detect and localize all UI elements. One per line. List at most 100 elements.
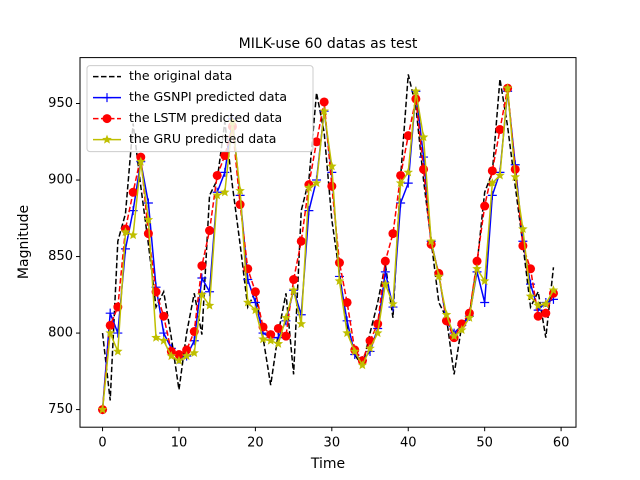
marker — [525, 291, 536, 301]
marker — [388, 299, 398, 309]
marker — [502, 83, 513, 93]
marker — [396, 198, 406, 208]
marker — [113, 346, 123, 356]
marker — [319, 97, 329, 107]
legend-box — [86, 65, 314, 153]
legend-marker — [102, 134, 112, 144]
marker — [265, 335, 276, 345]
marker — [128, 187, 138, 197]
marker — [403, 167, 413, 177]
marker — [480, 297, 490, 307]
marker — [174, 350, 184, 360]
marker — [418, 132, 429, 142]
marker — [212, 190, 222, 200]
marker — [182, 345, 192, 355]
marker — [495, 170, 505, 180]
x-axis-label: Time — [310, 456, 345, 472]
marker — [159, 311, 169, 321]
marker — [258, 334, 268, 344]
marker — [456, 325, 467, 335]
marker — [403, 131, 413, 141]
x-tick-label: 20 — [247, 436, 264, 451]
marker — [97, 404, 108, 414]
marker — [449, 331, 459, 341]
marker — [365, 343, 375, 353]
legend-label: the LSTM predicted data — [129, 110, 282, 125]
marker — [311, 178, 322, 188]
marker — [181, 351, 192, 361]
marker — [342, 297, 352, 307]
marker — [212, 170, 222, 180]
marker — [472, 256, 482, 266]
marker — [426, 236, 436, 246]
marker — [495, 125, 505, 135]
marker — [113, 328, 123, 338]
marker — [128, 230, 138, 240]
marker — [197, 261, 207, 271]
marker — [396, 170, 406, 180]
marker — [319, 106, 329, 116]
marker — [464, 312, 475, 322]
marker — [174, 355, 184, 365]
plot-frame — [79, 57, 577, 428]
marker — [388, 229, 398, 239]
marker — [220, 167, 230, 177]
x-tick-label: 0 — [98, 436, 106, 451]
marker — [434, 271, 444, 281]
marker — [143, 198, 153, 208]
y-axis-label: Magnitude — [16, 205, 32, 279]
marker — [403, 178, 413, 188]
marker — [281, 331, 291, 341]
marker — [487, 178, 498, 188]
marker — [296, 236, 306, 246]
marker — [105, 320, 115, 330]
marker — [518, 241, 528, 251]
marker — [411, 86, 421, 96]
legend-label: the original data — [129, 68, 232, 83]
marker — [166, 351, 177, 361]
marker — [357, 360, 368, 370]
x-tick-label: 40 — [400, 436, 417, 451]
marker — [380, 279, 391, 289]
marker — [334, 276, 345, 286]
marker — [243, 297, 253, 307]
x-tick-label: 10 — [171, 436, 188, 451]
marker — [373, 319, 383, 329]
marker — [327, 161, 337, 171]
marker — [143, 214, 154, 224]
y-tick-label: 950 — [48, 96, 73, 111]
marker — [518, 224, 528, 234]
marker — [472, 263, 482, 273]
chart-title: MILK-use 60 datas as test — [239, 36, 418, 52]
marker — [349, 346, 360, 356]
y-tick-label: 750 — [48, 402, 73, 417]
y-tick-label: 900 — [48, 173, 73, 188]
marker — [441, 309, 452, 319]
marker — [487, 166, 497, 176]
marker — [189, 347, 200, 358]
marker — [480, 201, 490, 211]
marker — [235, 185, 245, 195]
marker — [250, 305, 261, 315]
marker — [151, 332, 161, 342]
marker — [250, 287, 260, 297]
marker — [197, 289, 207, 299]
series-line — [101, 74, 555, 401]
marker — [372, 328, 383, 338]
marker — [541, 299, 551, 309]
marker — [395, 178, 406, 188]
marker — [304, 206, 314, 216]
marker — [312, 137, 322, 147]
marker — [281, 312, 291, 322]
marker — [380, 267, 390, 277]
marker — [541, 308, 551, 318]
marker — [143, 229, 153, 239]
marker — [479, 276, 490, 286]
marker — [296, 318, 307, 328]
marker — [204, 300, 215, 310]
marker — [510, 171, 520, 182]
marker — [419, 152, 429, 162]
marker — [327, 181, 337, 191]
